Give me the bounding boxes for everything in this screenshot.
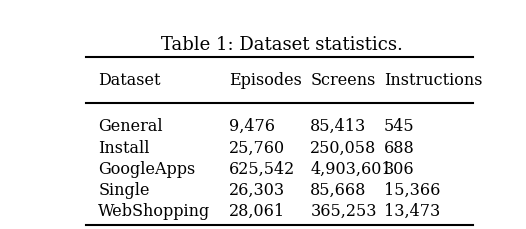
Text: Single: Single (98, 181, 150, 198)
Text: General: General (98, 118, 163, 135)
Text: Episodes: Episodes (229, 72, 302, 89)
Text: 15,366: 15,366 (384, 181, 440, 198)
Text: 26,303: 26,303 (229, 181, 285, 198)
Text: 85,668: 85,668 (310, 181, 367, 198)
Text: 13,473: 13,473 (384, 202, 440, 219)
Text: Install: Install (98, 139, 150, 156)
Text: 25,760: 25,760 (229, 139, 285, 156)
Text: 28,061: 28,061 (229, 202, 285, 219)
Text: 85,413: 85,413 (310, 118, 367, 135)
Text: Instructions: Instructions (384, 72, 482, 89)
Text: 4,903,601: 4,903,601 (310, 160, 392, 177)
Text: 365,253: 365,253 (310, 202, 377, 219)
Text: 9,476: 9,476 (229, 118, 275, 135)
Text: GoogleApps: GoogleApps (98, 160, 196, 177)
Text: WebShopping: WebShopping (98, 202, 210, 219)
Text: 688: 688 (384, 139, 414, 156)
Text: Screens: Screens (310, 72, 376, 89)
Text: 545: 545 (384, 118, 414, 135)
Text: 250,058: 250,058 (310, 139, 377, 156)
Text: Table 1: Dataset statistics.: Table 1: Dataset statistics. (161, 36, 403, 54)
Text: Dataset: Dataset (98, 72, 161, 89)
Text: 625,542: 625,542 (229, 160, 295, 177)
Text: 306: 306 (384, 160, 414, 177)
